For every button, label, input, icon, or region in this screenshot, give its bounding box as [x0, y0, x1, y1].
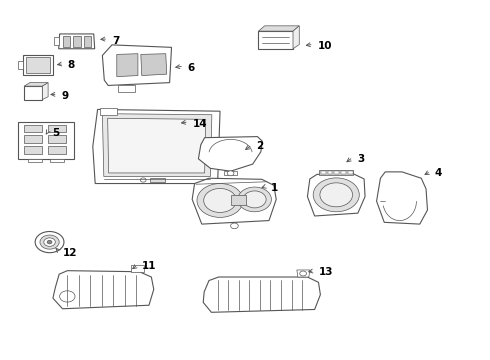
Circle shape — [44, 238, 55, 246]
Polygon shape — [26, 57, 50, 73]
Polygon shape — [377, 172, 427, 224]
Polygon shape — [141, 54, 167, 76]
Text: 10: 10 — [318, 41, 332, 51]
Polygon shape — [131, 265, 144, 272]
Text: 9: 9 — [62, 91, 69, 101]
Circle shape — [47, 240, 52, 244]
Polygon shape — [118, 85, 135, 92]
Text: 12: 12 — [63, 248, 77, 258]
Polygon shape — [224, 171, 237, 175]
Circle shape — [227, 171, 234, 176]
Polygon shape — [23, 55, 53, 75]
Polygon shape — [59, 34, 95, 49]
Circle shape — [320, 183, 353, 207]
Circle shape — [243, 191, 266, 208]
Polygon shape — [53, 271, 154, 309]
Polygon shape — [348, 171, 353, 174]
Polygon shape — [18, 61, 23, 69]
Polygon shape — [100, 108, 117, 116]
Circle shape — [60, 291, 75, 302]
Polygon shape — [293, 26, 299, 49]
Polygon shape — [258, 31, 293, 49]
Polygon shape — [341, 171, 346, 174]
Text: 5: 5 — [52, 128, 59, 138]
Polygon shape — [102, 45, 172, 85]
Circle shape — [140, 178, 146, 182]
Text: 13: 13 — [318, 267, 333, 278]
Polygon shape — [48, 125, 66, 132]
Polygon shape — [307, 174, 365, 216]
Polygon shape — [63, 36, 70, 47]
Polygon shape — [102, 114, 212, 176]
Text: 2: 2 — [256, 141, 263, 152]
Circle shape — [40, 235, 59, 249]
Polygon shape — [24, 86, 42, 100]
Circle shape — [313, 178, 359, 212]
Polygon shape — [54, 37, 59, 45]
Circle shape — [197, 184, 243, 217]
Circle shape — [204, 189, 236, 212]
Polygon shape — [150, 178, 165, 182]
Text: 7: 7 — [112, 36, 120, 46]
Polygon shape — [192, 178, 276, 224]
Text: 4: 4 — [435, 168, 442, 178]
Polygon shape — [334, 171, 339, 174]
Circle shape — [35, 231, 64, 253]
Polygon shape — [49, 159, 64, 162]
Circle shape — [300, 271, 306, 276]
Polygon shape — [108, 118, 206, 173]
Polygon shape — [42, 83, 48, 100]
Text: 1: 1 — [270, 183, 278, 193]
Polygon shape — [84, 36, 91, 47]
Polygon shape — [203, 277, 320, 312]
Polygon shape — [297, 270, 310, 277]
Text: 6: 6 — [188, 63, 195, 73]
Polygon shape — [48, 146, 66, 153]
Circle shape — [231, 223, 238, 229]
Polygon shape — [93, 109, 220, 184]
Polygon shape — [231, 195, 246, 205]
Polygon shape — [258, 26, 299, 31]
Polygon shape — [24, 83, 48, 86]
Text: 8: 8 — [68, 60, 75, 70]
Polygon shape — [48, 135, 66, 143]
Polygon shape — [18, 122, 74, 159]
Text: 11: 11 — [142, 261, 156, 271]
Polygon shape — [24, 135, 42, 143]
Polygon shape — [24, 125, 42, 132]
Polygon shape — [117, 54, 138, 77]
Polygon shape — [28, 159, 42, 162]
Circle shape — [238, 187, 271, 212]
Polygon shape — [328, 171, 332, 174]
Text: 3: 3 — [357, 154, 364, 164]
Polygon shape — [319, 170, 353, 175]
Polygon shape — [24, 146, 42, 153]
Text: 14: 14 — [193, 118, 207, 129]
Polygon shape — [198, 136, 262, 171]
Polygon shape — [321, 171, 326, 174]
Polygon shape — [73, 36, 81, 47]
